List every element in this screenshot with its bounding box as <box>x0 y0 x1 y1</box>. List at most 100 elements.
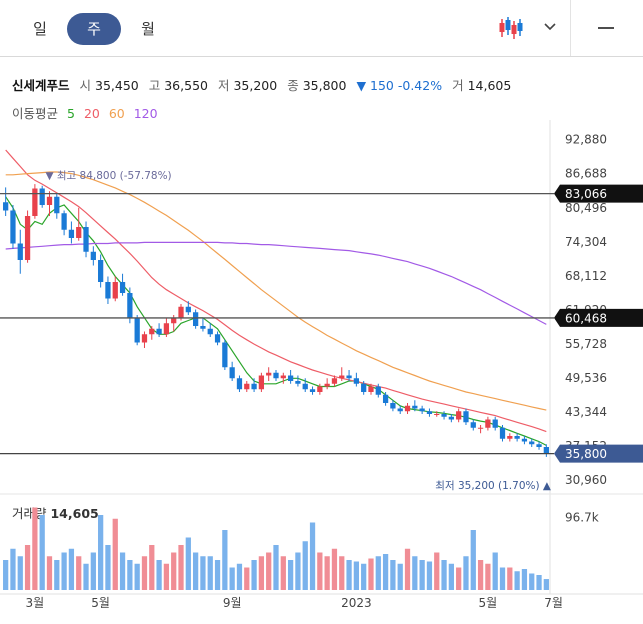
candle <box>185 301 191 315</box>
candle <box>317 383 323 395</box>
candle-body <box>90 251 96 260</box>
candle <box>39 185 45 208</box>
candle <box>156 323 162 337</box>
candle-body <box>46 196 53 205</box>
y-tick-label: 49,536 <box>565 371 607 385</box>
candle-body <box>295 381 301 384</box>
tab-week[interactable]: 주 <box>67 13 121 45</box>
candle-body <box>287 375 294 381</box>
volume-bar <box>39 515 45 590</box>
volume-bar <box>485 563 491 590</box>
ma-60-label: 60 <box>108 106 125 121</box>
candle <box>244 381 250 392</box>
volume-bar <box>229 567 235 590</box>
high-label: 고 <box>148 78 161 93</box>
low-value: 35,200 <box>233 78 278 93</box>
volume-bar <box>441 560 447 590</box>
tab-month[interactable]: 월 <box>141 20 155 38</box>
y-tick-label: 80,496 <box>565 201 607 215</box>
candle-body <box>499 427 506 439</box>
candle <box>192 309 199 329</box>
candle <box>149 326 155 340</box>
volume-bar <box>185 537 191 590</box>
volume-bar <box>507 567 513 590</box>
candle-body <box>185 306 191 313</box>
candle-body <box>244 383 250 390</box>
candle-body <box>171 317 177 324</box>
candle <box>17 229 23 274</box>
candle <box>353 372 360 387</box>
candle-body <box>134 317 140 343</box>
candle-body <box>68 229 75 238</box>
candle <box>61 210 67 236</box>
y-tick-label: 92,880 <box>565 133 607 147</box>
candle <box>24 210 31 263</box>
volume-bar <box>331 548 338 590</box>
candle <box>477 425 484 434</box>
x-tick-label: 7월 <box>544 596 563 610</box>
volume-value: 14,605 <box>467 78 512 93</box>
volume-bar <box>412 556 418 590</box>
candle <box>419 405 425 414</box>
candle-body <box>207 328 213 335</box>
reference-price-label: 83,066 <box>565 187 607 201</box>
volume-bar <box>134 563 140 590</box>
candle-body <box>32 188 38 216</box>
candle-body <box>543 447 549 454</box>
volume-bar <box>390 560 396 590</box>
candle-body <box>368 386 374 392</box>
candle-body <box>324 383 330 387</box>
candle <box>448 414 454 423</box>
candle-body <box>273 372 279 379</box>
candle-body <box>353 378 360 384</box>
y-tick-label: 55,728 <box>565 337 607 351</box>
menu-icon[interactable] <box>596 18 616 38</box>
volume-bar <box>200 556 206 590</box>
candle <box>236 375 243 392</box>
volume-bar <box>24 545 31 590</box>
candle-body <box>346 375 352 379</box>
moving-average-legend[interactable]: 이동평균 5 20 60 120 <box>12 103 163 122</box>
volume-bar <box>368 558 374 590</box>
volume-bar <box>287 560 294 590</box>
candle <box>3 187 9 216</box>
candle <box>485 416 491 431</box>
candle <box>492 416 498 431</box>
volume-bar <box>302 541 308 590</box>
candle-body <box>127 293 133 318</box>
candle-body <box>76 227 82 238</box>
volume-bar <box>317 552 323 590</box>
candle-body <box>361 383 367 392</box>
candle <box>207 323 213 337</box>
reference-price-tag <box>554 184 643 203</box>
ma120-line <box>5 241 547 325</box>
candle-body <box>83 227 89 252</box>
candle <box>222 339 228 370</box>
candle <box>90 246 96 266</box>
volume-bar <box>112 518 118 590</box>
volume-bar <box>499 567 506 590</box>
volume-bar <box>324 556 330 590</box>
chevron-down-icon[interactable] <box>541 18 559 36</box>
ma-120-label: 120 <box>133 106 158 121</box>
candle-body <box>214 334 221 343</box>
tab-day[interactable]: 일 <box>33 20 47 38</box>
volume-bar <box>536 575 542 590</box>
candlestick-chart-icon[interactable] <box>498 16 524 40</box>
ma20-line <box>5 149 547 433</box>
candle <box>529 438 535 447</box>
volume-bar <box>295 552 301 590</box>
close-label: 종 <box>287 78 299 93</box>
candle-body <box>375 386 381 395</box>
candle <box>302 378 308 392</box>
volume-bar <box>171 552 177 590</box>
candle-body <box>536 444 542 447</box>
ma60-line <box>5 171 547 411</box>
candle <box>273 370 279 381</box>
ma-20-label: 20 <box>83 106 100 121</box>
x-tick-label: 5월 <box>91 596 110 610</box>
candle <box>456 408 462 423</box>
candle <box>280 372 286 384</box>
volume-bar <box>492 552 498 590</box>
